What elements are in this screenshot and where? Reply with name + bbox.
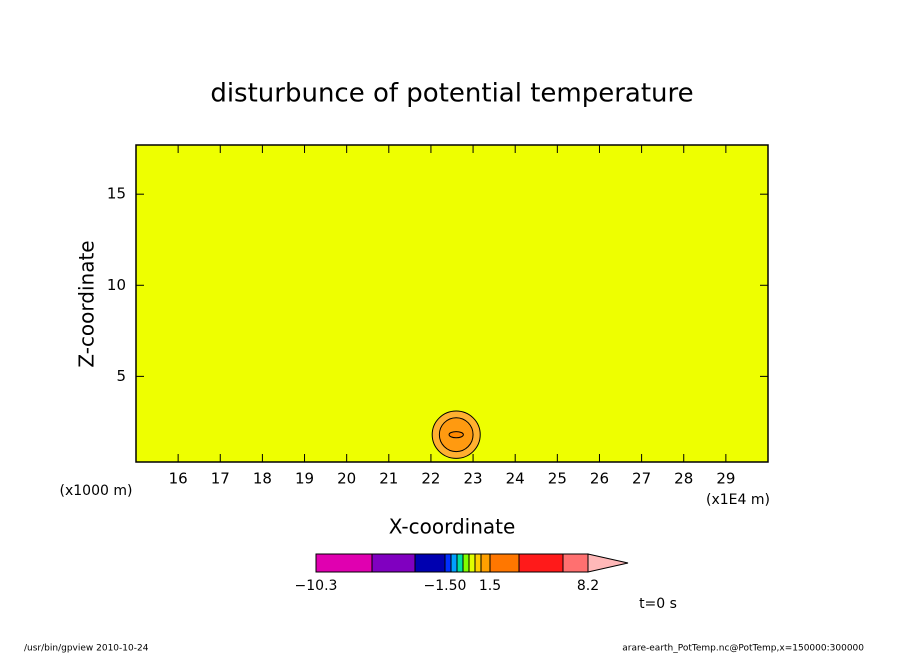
y-tick-label: 5: [116, 367, 126, 385]
colorbar-swatch: [489, 553, 520, 573]
x-tick-label: 28: [674, 470, 693, 488]
x-tick-label: 17: [211, 470, 230, 488]
y-tick-label: 15: [107, 185, 126, 203]
x-tick-label: 21: [379, 470, 398, 488]
x-tick-label: 29: [716, 470, 735, 488]
x-tick-label: 25: [548, 470, 567, 488]
y-tick-label: 10: [107, 276, 126, 294]
colorbar-swatch: [371, 553, 416, 573]
x-tick-label: 18: [253, 470, 272, 488]
x-tick-label: 22: [421, 470, 440, 488]
y-unit: (x1000 m): [60, 483, 133, 499]
plot-frame: [135, 144, 769, 463]
contour-ring: [448, 431, 464, 439]
colorbar-swatch: [462, 553, 470, 573]
x-tick-label: 20: [337, 470, 356, 488]
contour-background: [136, 145, 768, 462]
footer-left: /usr/bin/gpview 2010-10-24: [24, 644, 149, 654]
x-tick-label: 27: [632, 470, 651, 488]
x-tick-label: 23: [464, 470, 483, 488]
annotation: t=0 s: [639, 596, 677, 612]
colorbar-swatch: [518, 553, 564, 573]
x-unit: (x1E4 m): [706, 492, 770, 508]
y-axis-label: Z-coordinate: [75, 240, 99, 367]
footer-right: arare-earth_PotTemp.nc@PotTemp,x=150000:…: [622, 644, 864, 654]
colorbar-tick-label: 8.2: [577, 578, 599, 594]
x-tick-label: 16: [169, 470, 188, 488]
colorbar-swatch: [315, 553, 373, 573]
colorbar-swatch: [562, 553, 589, 573]
x-tick-label: 24: [506, 470, 525, 488]
x-tick-label: 19: [295, 470, 314, 488]
colorbar-arrow: [587, 553, 629, 573]
colorbar-swatch: [480, 553, 491, 573]
colorbar-swatch: [450, 553, 458, 573]
colorbar-swatch: [474, 553, 482, 573]
colorbar-tick-label: −1.50: [424, 578, 467, 594]
colorbar-tick-label: 1.5: [479, 578, 501, 594]
x-tick-label: 26: [590, 470, 609, 488]
colorbar-tick-label: −10.3: [295, 578, 338, 594]
chart-title: disturbunce of potential temperature: [210, 79, 693, 109]
colorbar-swatch: [414, 553, 446, 573]
colorbar-swatch: [444, 553, 452, 573]
colorbar-swatch: [468, 553, 476, 573]
colorbar-swatch: [456, 553, 464, 573]
x-axis-label: X-coordinate: [389, 515, 516, 539]
